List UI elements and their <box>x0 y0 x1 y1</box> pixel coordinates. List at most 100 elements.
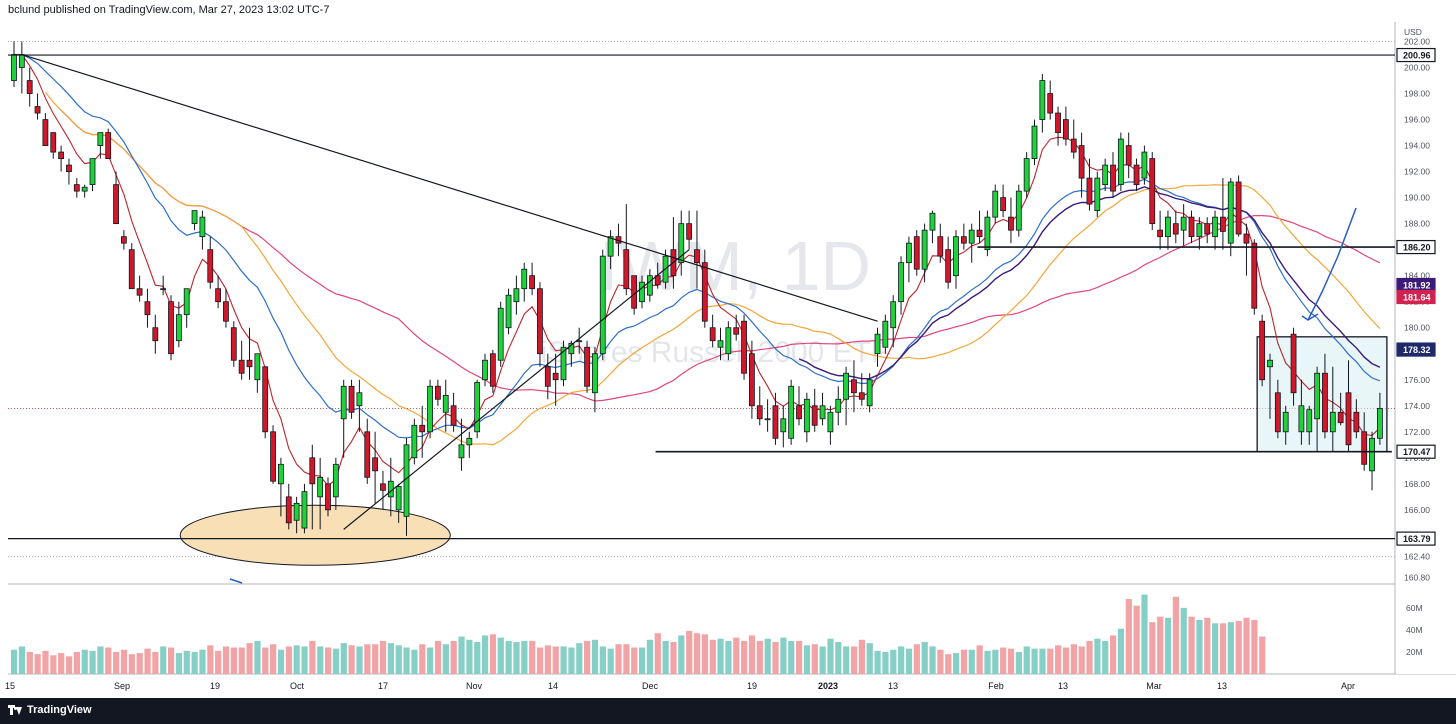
candle-body[interactable] <box>317 476 324 498</box>
candle[interactable] <box>960 223 967 250</box>
candle-body[interactable] <box>906 242 912 264</box>
volume-bar[interactable] <box>615 644 622 674</box>
candle-body[interactable] <box>1306 409 1313 433</box>
candle[interactable] <box>356 379 363 432</box>
candle-body[interactable] <box>1322 372 1328 433</box>
candle-body[interactable] <box>411 424 418 459</box>
candle[interactable] <box>293 496 300 534</box>
candle[interactable] <box>73 178 80 198</box>
candle[interactable] <box>1141 145 1148 185</box>
candle-body[interactable] <box>458 444 465 459</box>
candle[interactable] <box>136 275 143 302</box>
candle-body[interactable] <box>976 229 983 238</box>
candle-body[interactable] <box>780 418 787 433</box>
volume-bar[interactable] <box>42 650 49 674</box>
volume-bar[interactable] <box>246 643 253 674</box>
volume-bar[interactable] <box>929 646 936 674</box>
candle[interactable] <box>26 67 33 107</box>
volume-bar[interactable] <box>505 640 512 674</box>
candle-body[interactable] <box>882 320 889 348</box>
candle-body[interactable] <box>1369 437 1375 472</box>
candle[interactable] <box>1369 431 1375 491</box>
candle-body[interactable] <box>709 327 716 342</box>
volume-bar[interactable] <box>215 650 222 674</box>
candle[interactable] <box>1361 412 1368 471</box>
candle-body[interactable] <box>772 405 779 439</box>
candle[interactable] <box>1337 392 1344 426</box>
candle[interactable] <box>1267 353 1273 419</box>
candle-body[interactable] <box>1259 320 1266 381</box>
candle-body[interactable] <box>788 385 795 439</box>
candles[interactable] <box>11 41 1383 536</box>
candle-body[interactable] <box>395 486 402 511</box>
candle-body[interactable] <box>968 229 975 244</box>
candle[interactable] <box>1055 106 1061 146</box>
candle-body[interactable] <box>254 353 261 381</box>
volume-bar[interactable] <box>285 646 292 674</box>
candle[interactable] <box>1165 210 1171 250</box>
candle[interactable] <box>858 373 865 406</box>
candle-body[interactable] <box>1008 216 1014 231</box>
volume-bar[interactable] <box>497 637 504 674</box>
volume-bar[interactable] <box>1204 617 1211 674</box>
candle-body[interactable] <box>1094 177 1101 212</box>
candle-body[interactable] <box>434 385 441 400</box>
candle[interactable] <box>215 275 222 309</box>
volume-bar[interactable] <box>953 653 960 674</box>
volume-bar[interactable] <box>168 647 175 674</box>
volume-bar[interactable] <box>670 642 677 674</box>
candle-body[interactable] <box>42 119 49 146</box>
candle[interactable] <box>1125 132 1132 179</box>
candle-body[interactable] <box>1117 138 1124 186</box>
candle[interactable] <box>1290 327 1297 406</box>
candle-body[interactable] <box>1110 164 1116 192</box>
volume-bar[interactable] <box>1196 619 1203 674</box>
candle[interactable] <box>1204 217 1211 244</box>
volume-bar[interactable] <box>803 645 811 674</box>
candle-body[interactable] <box>1377 407 1383 439</box>
volume-bar[interactable] <box>756 640 763 674</box>
candle-body[interactable] <box>835 398 842 413</box>
candle[interactable] <box>309 444 316 530</box>
candle-body[interactable] <box>1282 411 1289 433</box>
volume-bar[interactable] <box>1055 645 1062 674</box>
candle[interactable] <box>521 262 528 302</box>
candle-body[interactable] <box>474 381 481 433</box>
candle[interactable] <box>968 223 975 263</box>
volume-bar[interactable] <box>270 644 277 674</box>
volume-bar[interactable] <box>1062 647 1070 674</box>
candle[interactable] <box>1086 158 1093 211</box>
candle-body[interactable] <box>568 342 575 355</box>
volume-bar[interactable] <box>599 646 606 674</box>
volume-bar[interactable] <box>1094 638 1101 674</box>
candle[interactable] <box>1000 184 1006 218</box>
candle-body[interactable] <box>1078 145 1085 179</box>
volume-bar[interactable] <box>105 647 112 674</box>
candle[interactable] <box>992 184 999 224</box>
candle[interactable] <box>796 386 802 426</box>
volume-bar[interactable] <box>482 635 489 674</box>
volume-bar[interactable] <box>639 647 646 674</box>
candle[interactable] <box>1322 353 1328 439</box>
volume-bar[interactable] <box>882 651 889 674</box>
volume-bar[interactable] <box>175 653 183 674</box>
candle-body[interactable] <box>356 392 363 407</box>
candle[interactable] <box>694 210 700 289</box>
candle[interactable] <box>1314 366 1320 452</box>
candle[interactable] <box>882 314 889 354</box>
candle-body[interactable] <box>913 236 920 270</box>
candle-body[interactable] <box>1314 372 1320 420</box>
candle[interactable] <box>380 470 386 510</box>
volume-bar[interactable] <box>81 649 88 674</box>
candle-body[interactable] <box>1102 164 1109 186</box>
candle-body[interactable] <box>874 333 881 355</box>
candle[interactable] <box>1063 106 1069 146</box>
candle[interactable] <box>332 457 339 510</box>
candle-body[interactable] <box>921 229 928 270</box>
volume-bar[interactable] <box>301 646 308 674</box>
candle[interactable] <box>1243 223 1250 276</box>
price-label-badge[interactable]: 186.20 <box>1396 239 1436 255</box>
candle[interactable] <box>497 301 504 367</box>
volume-bar[interactable] <box>1007 648 1015 674</box>
candle[interactable] <box>513 275 520 315</box>
